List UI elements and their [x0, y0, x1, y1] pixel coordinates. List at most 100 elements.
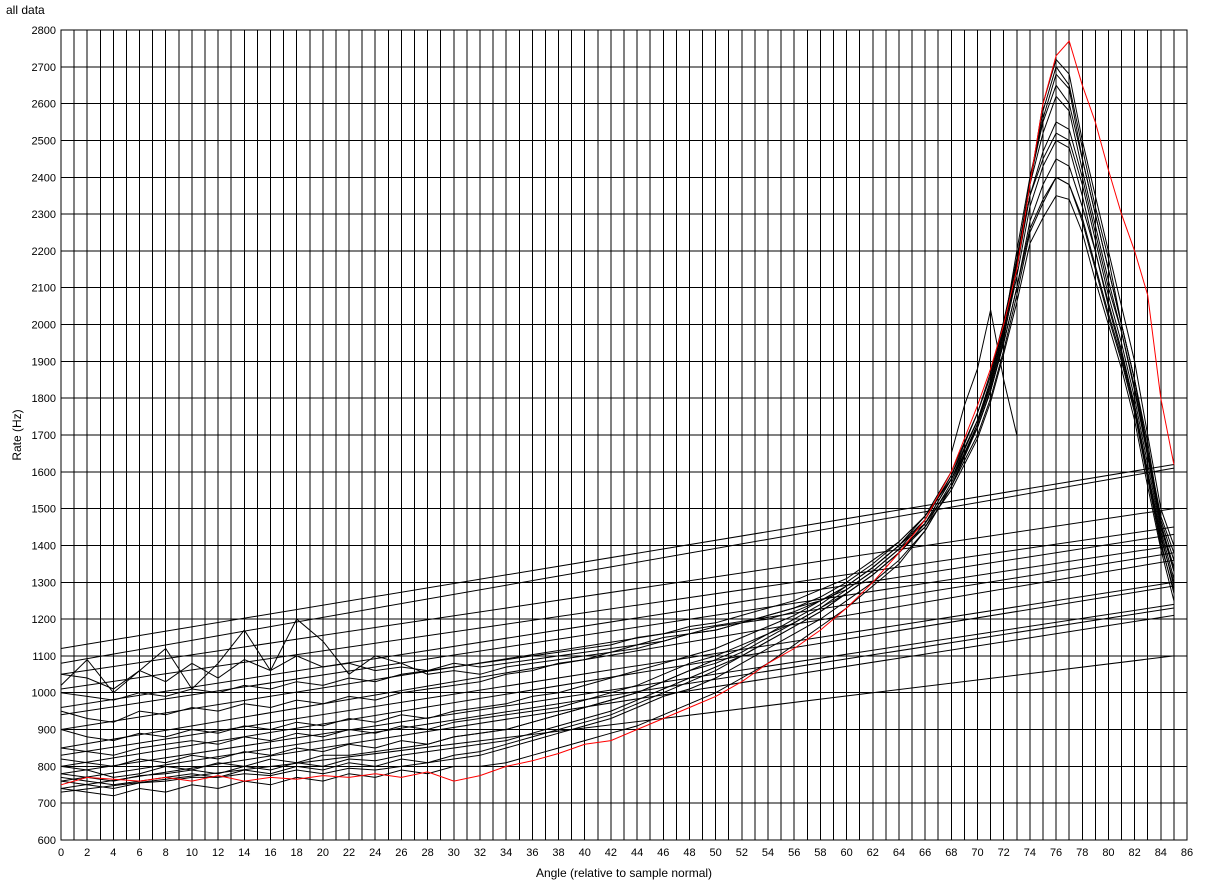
y-tick-label: 2400 [32, 172, 56, 184]
x-tick-label: 12 [212, 847, 224, 859]
x-tick-label: 46 [657, 847, 669, 859]
y-axis-ticks: 600 700 800 900 1000 1100 1200 1300 1400 1500 1600… [32, 25, 56, 847]
fit-line-12 [60, 614, 1174, 789]
y-tick-label: 700 [38, 798, 56, 810]
x-tick-label: 84 [1155, 847, 1167, 859]
x-tick-label: 20 [317, 847, 329, 859]
x-tick-label: 30 [448, 847, 460, 859]
sweep-line-5 [60, 158, 1175, 723]
x-axis-label: Angle (relative to sample normal) [536, 866, 712, 880]
x-tick-label: 32 [474, 847, 486, 859]
y-tick-label: 1900 [32, 356, 56, 368]
x-tick-label: 74 [1024, 847, 1036, 859]
sweep-line-3 [60, 84, 1175, 778]
grid-lines [60, 29, 1188, 841]
fit-line-13 [60, 655, 1174, 793]
y-tick-label: 2300 [32, 209, 56, 221]
sweep-line-2 [60, 65, 1175, 782]
fit-line-4 [60, 533, 1174, 708]
fit-line-10 [60, 603, 1174, 775]
y-tick-label: 800 [38, 761, 56, 773]
x-tick-label: 72 [998, 847, 1010, 859]
y-tick-label: 1500 [32, 504, 56, 516]
x-tick-label: 66 [919, 847, 931, 859]
chart-title: all data [6, 3, 45, 17]
x-tick-label: 22 [343, 847, 355, 859]
y-tick-label: 2000 [32, 320, 56, 332]
y-tick-label: 900 [38, 725, 56, 737]
fit-line-3 [60, 526, 1174, 690]
x-tick-label: 38 [552, 847, 564, 859]
plot-border [60, 29, 1188, 841]
x-tick-label: 64 [893, 847, 905, 859]
y-tick-label: 2600 [32, 99, 56, 111]
fit-line-7 [60, 559, 1174, 749]
fit-line-6 [60, 552, 1174, 730]
series-layer [60, 39, 1175, 797]
sweep-line-8 [60, 73, 1175, 797]
y-tick-label: 2500 [32, 135, 56, 147]
x-tick-label: 44 [631, 847, 643, 859]
x-tick-label: 36 [526, 847, 538, 859]
x-tick-label: 62 [867, 847, 879, 859]
fit-line-5 [60, 545, 1174, 716]
y-tick-label: 1300 [32, 577, 56, 589]
sweep-line-highlight-0 [60, 39, 1175, 786]
x-tick-label: 50 [710, 847, 722, 859]
x-tick-label: 56 [788, 847, 800, 859]
x-tick-label: 28 [421, 847, 433, 859]
x-axis-ticks: 0 2 4 6 8 10 12 14 16 18 20 22 24 26 28 30 32 34 36 38 40 42 4… [58, 847, 1193, 859]
y-tick-label: 1800 [32, 393, 56, 405]
x-tick-label: 6 [136, 847, 142, 859]
x-tick-label: 42 [605, 847, 617, 859]
y-axis-label: Rate (Hz) [10, 409, 24, 460]
y-tick-label: 2100 [32, 283, 56, 295]
x-tick-label: 4 [110, 847, 116, 859]
x-tick-label: 52 [736, 847, 748, 859]
y-tick-label: 2200 [32, 246, 56, 258]
x-tick-label: 48 [683, 847, 695, 859]
x-tick-label: 18 [291, 847, 303, 859]
x-tick-label: 76 [1050, 847, 1062, 859]
y-tick-label: 2700 [32, 62, 56, 74]
x-tick-label: 10 [186, 847, 198, 859]
y-tick-label: 2800 [32, 25, 56, 37]
x-tick-label: 2 [84, 847, 90, 859]
x-tick-label: 68 [945, 847, 957, 859]
x-tick-label: 86 [1181, 847, 1193, 859]
sweep-line-12 [60, 176, 1175, 701]
sweep-line-1 [60, 58, 1175, 790]
x-tick-label: 54 [762, 847, 774, 859]
x-tick-label: 60 [840, 847, 852, 859]
y-tick-label: 1100 [32, 651, 56, 663]
x-tick-label: 40 [579, 847, 591, 859]
x-tick-label: 78 [1076, 847, 1088, 859]
y-tick-label: 1400 [32, 540, 56, 552]
sweep-line-11 [60, 95, 1175, 786]
y-tick-label: 1200 [32, 614, 56, 626]
sweep-line-4 [60, 121, 1175, 756]
y-tick-label: 1600 [32, 467, 56, 479]
sweep-line-6 [60, 176, 1175, 690]
fit-line-2 [60, 508, 1174, 675]
x-tick-label: 58 [814, 847, 826, 859]
x-tick-label: 34 [500, 847, 512, 859]
y-tick-label: 1000 [32, 688, 56, 700]
fit-line-1 [60, 467, 1174, 664]
y-tick-label: 1700 [32, 430, 56, 442]
x-tick-label: 82 [1129, 847, 1141, 859]
sweep-line-10 [60, 139, 1175, 767]
y-tick-label: 600 [38, 835, 56, 847]
x-tick-label: 14 [238, 847, 250, 859]
sweep-line-9 [60, 132, 1175, 742]
spike-line [950, 309, 1018, 454]
x-tick-label: 16 [264, 847, 276, 859]
fit-line-0 [60, 464, 1174, 649]
x-tick-label: 8 [163, 847, 169, 859]
x-tick-label: 70 [971, 847, 983, 859]
x-tick-label: 26 [395, 847, 407, 859]
x-tick-label: 0 [58, 847, 64, 859]
sweep-line-7 [60, 195, 1175, 694]
